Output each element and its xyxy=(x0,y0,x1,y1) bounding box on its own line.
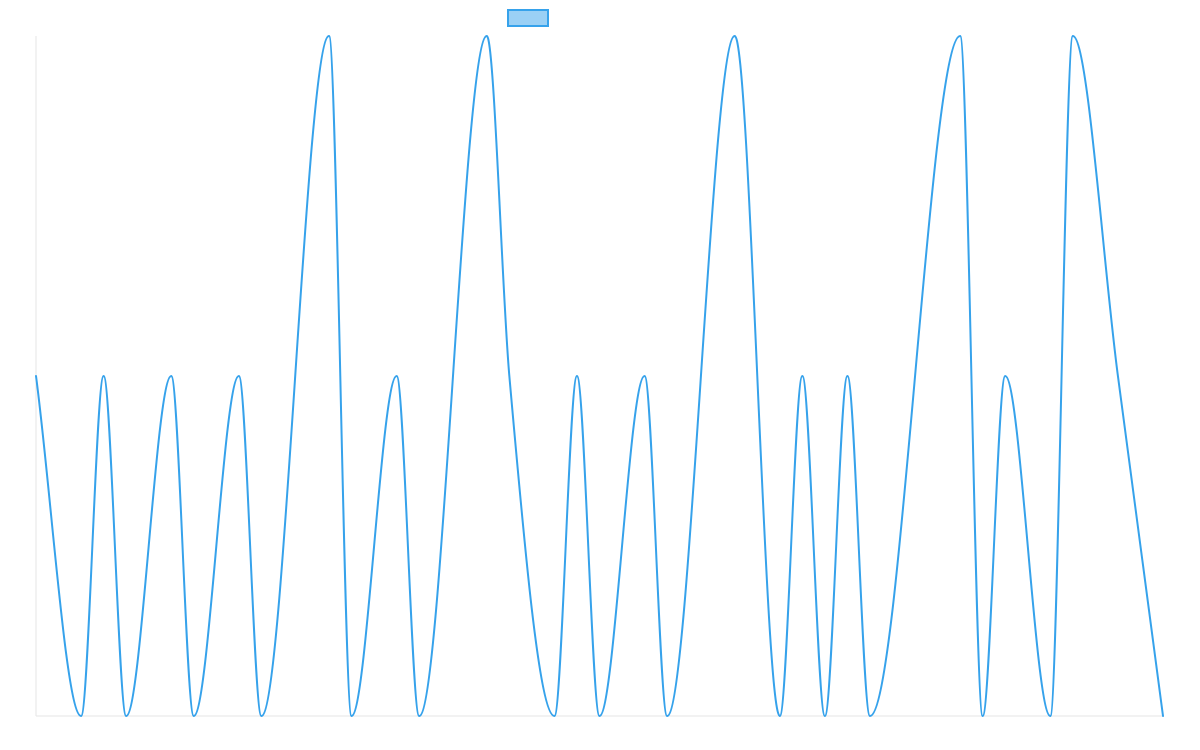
data-point xyxy=(574,373,580,379)
data-point xyxy=(123,713,129,719)
data-point xyxy=(236,373,242,379)
data-point xyxy=(642,373,648,379)
data-point xyxy=(349,713,355,719)
data-point xyxy=(597,713,603,719)
data-point xyxy=(551,713,557,719)
data-point xyxy=(506,373,512,379)
data-point xyxy=(822,713,828,719)
data-point xyxy=(799,373,805,379)
data-point xyxy=(326,33,332,39)
data-point xyxy=(980,713,986,719)
data-point xyxy=(1047,713,1053,719)
legend[interactable] xyxy=(507,9,549,27)
data-point xyxy=(1115,373,1121,379)
data-point xyxy=(33,373,39,379)
data-point xyxy=(1002,373,1008,379)
data-point xyxy=(394,373,400,379)
data-point xyxy=(168,373,174,379)
legend-swatch[interactable] xyxy=(507,9,549,27)
data-point xyxy=(484,33,490,39)
data-point xyxy=(867,713,873,719)
data-point xyxy=(664,713,670,719)
data-points xyxy=(33,33,1166,719)
data-point xyxy=(258,713,264,719)
data-point xyxy=(101,373,107,379)
data-point xyxy=(844,373,850,379)
data-point xyxy=(957,33,963,39)
data-point xyxy=(1160,713,1166,719)
series-line xyxy=(35,35,1164,717)
data-point xyxy=(777,713,783,719)
data-point xyxy=(78,713,84,719)
data-point xyxy=(416,713,422,719)
data-point xyxy=(191,713,197,719)
data-point xyxy=(732,33,738,39)
data-point xyxy=(1070,33,1076,39)
